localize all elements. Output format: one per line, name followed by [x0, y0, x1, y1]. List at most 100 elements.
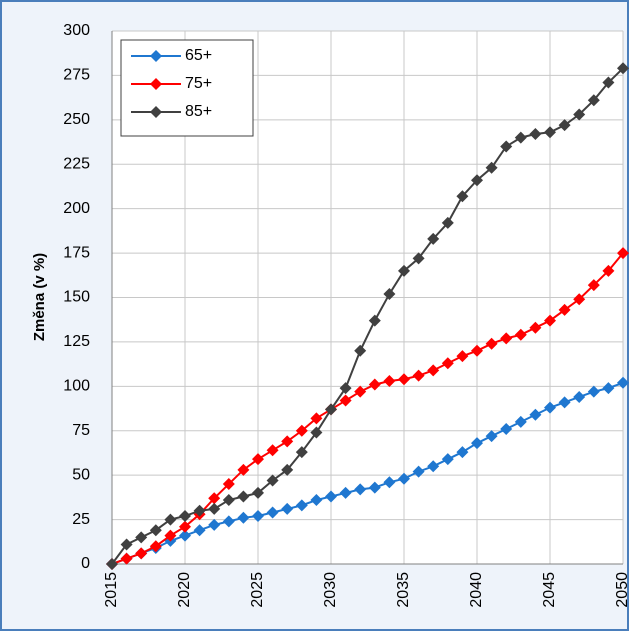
data-point [558, 119, 571, 132]
data-point [179, 520, 191, 533]
data-point [529, 408, 542, 421]
data-point [252, 486, 264, 499]
data-point [500, 332, 513, 345]
y-tick-label: 0 [81, 555, 90, 572]
data-point [412, 465, 425, 478]
data-point [558, 396, 571, 409]
x-tick-label: 2015 [103, 572, 120, 608]
data-point [120, 552, 133, 565]
y-tick-label: 275 [63, 67, 90, 84]
y-tick-label: 125 [63, 333, 90, 350]
y-tick-label: 25 [72, 511, 90, 528]
data-point [339, 382, 352, 395]
data-point [383, 476, 396, 489]
data-point [266, 474, 279, 487]
legend-label: 85+ [185, 103, 212, 120]
data-point [383, 375, 396, 388]
legend-marker [150, 50, 162, 62]
data-point [164, 513, 177, 526]
data-point [193, 524, 206, 537]
legend-marker [150, 106, 162, 118]
data-point [325, 490, 337, 503]
data-point [222, 478, 235, 491]
data-point [617, 247, 629, 260]
data-point [149, 540, 162, 553]
x-tick-label: 2035 [395, 572, 412, 608]
data-point [266, 506, 279, 519]
data-point [412, 252, 425, 265]
data-point [325, 403, 337, 416]
data-point [602, 264, 615, 277]
data-point [514, 415, 527, 428]
data-point [441, 453, 454, 466]
data-point [558, 303, 571, 316]
data-point [471, 174, 483, 187]
data-point [339, 394, 352, 407]
data-point [456, 190, 469, 203]
legend-label: 75+ [185, 75, 212, 92]
data-point [208, 492, 221, 505]
data-point [529, 128, 542, 141]
data-point [398, 264, 410, 277]
data-point [120, 538, 133, 551]
y-tick-label: 75 [72, 422, 90, 439]
legend-marker [150, 78, 162, 90]
data-point [237, 511, 250, 524]
data-point [617, 62, 629, 75]
data-point [427, 364, 440, 377]
data-point [179, 529, 191, 542]
data-point [164, 529, 177, 542]
data-point [500, 422, 513, 435]
data-point [514, 328, 527, 341]
data-point [179, 510, 191, 523]
data-point [208, 518, 221, 531]
data-point [222, 515, 235, 528]
x-tick-label: 2045 [541, 572, 558, 608]
data-point [135, 547, 148, 560]
data-point [295, 499, 308, 512]
data-point [544, 126, 556, 139]
data-point [106, 558, 118, 570]
data-point [368, 481, 381, 494]
y-tick-label: 100 [63, 378, 90, 395]
x-tick-label: 2020 [176, 572, 193, 608]
data-point [427, 460, 440, 473]
data-point [529, 321, 542, 334]
data-point [295, 446, 308, 459]
data-point [295, 424, 308, 437]
data-point [412, 369, 425, 382]
y-tick-label: 200 [63, 200, 90, 217]
data-point [398, 472, 410, 485]
data-point [471, 437, 483, 450]
data-point [573, 293, 586, 306]
data-point [281, 435, 294, 448]
data-point [485, 161, 498, 174]
data-point [485, 337, 498, 350]
data-point [339, 486, 352, 499]
data-point [222, 494, 235, 507]
data-point [573, 390, 586, 403]
data-point [354, 344, 367, 357]
data-point [427, 232, 440, 245]
data-point [310, 426, 323, 439]
data-point [354, 385, 367, 398]
data-point [310, 412, 323, 425]
data-point [587, 94, 600, 107]
x-tick-label: 2025 [249, 572, 266, 608]
data-point [383, 287, 396, 300]
data-point [281, 463, 294, 476]
data-point [441, 216, 454, 229]
data-point [310, 494, 323, 507]
y-tick-label: 250 [63, 111, 90, 128]
data-point [252, 510, 264, 523]
data-point [237, 490, 250, 503]
data-point [252, 453, 264, 466]
data-point [587, 385, 600, 398]
data-point [237, 463, 250, 476]
data-point [149, 524, 162, 537]
data-point [544, 314, 556, 327]
x-tick-label: 2030 [322, 572, 339, 608]
data-point [281, 502, 294, 515]
data-point [602, 382, 615, 395]
